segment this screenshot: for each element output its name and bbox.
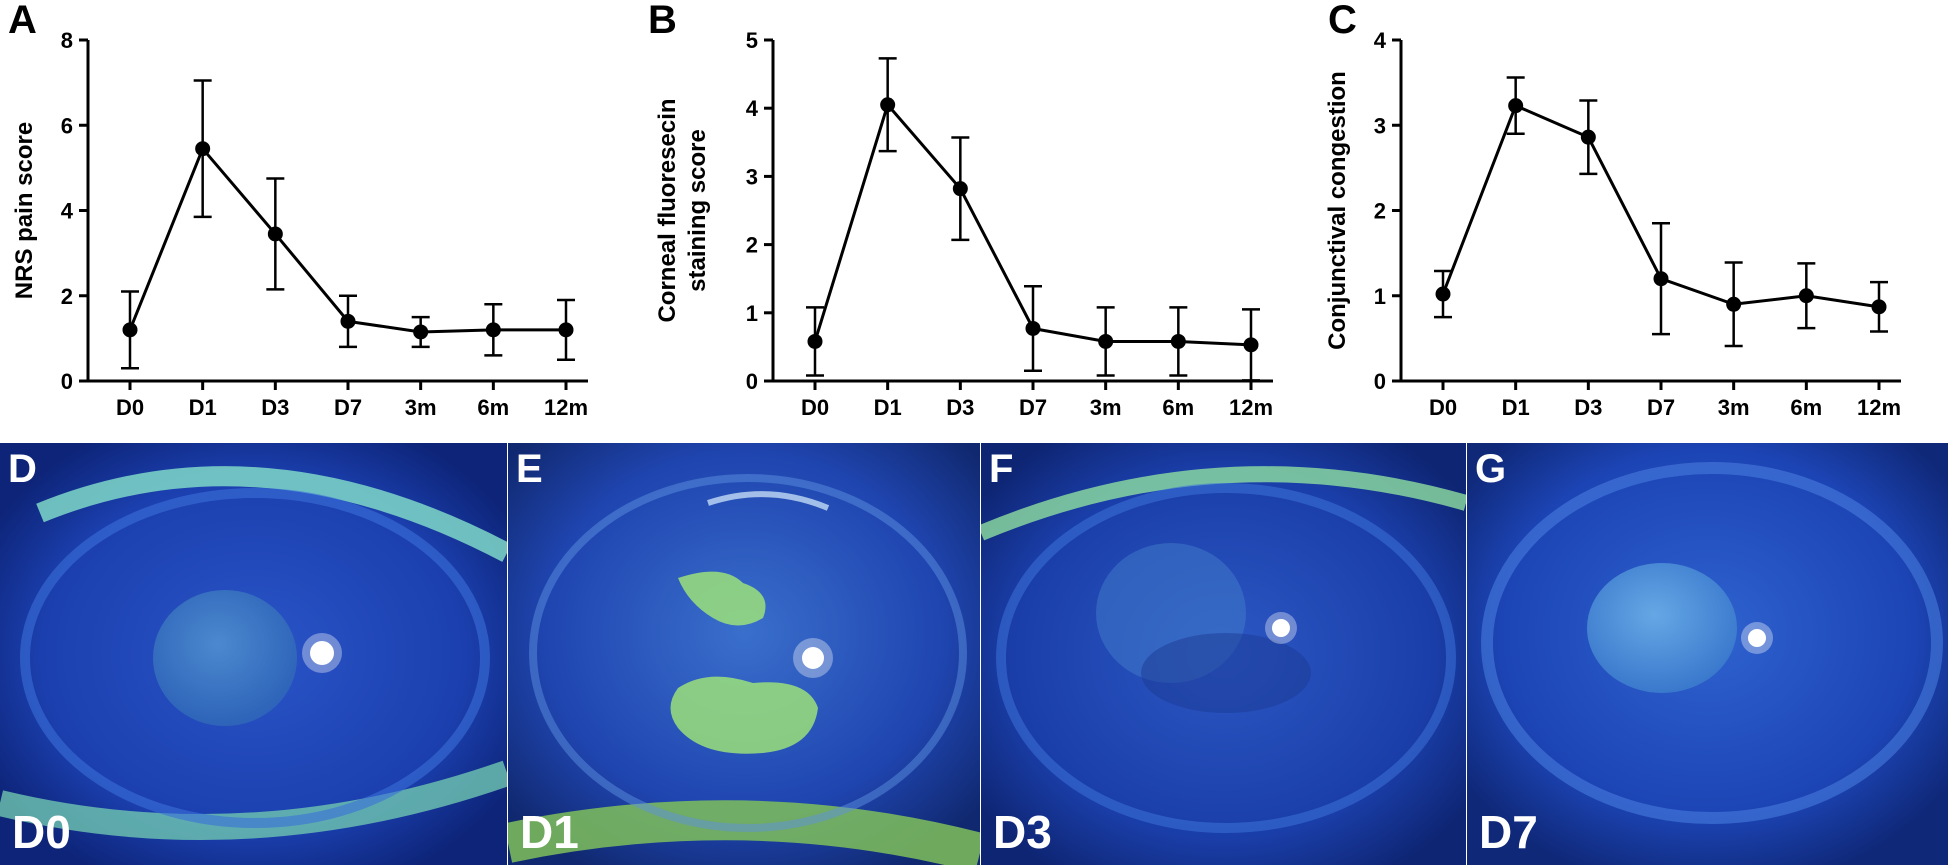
x-tick-label-1-3: D7 [1019, 395, 1047, 420]
data-point-1-6 [1243, 337, 1259, 353]
eye-photo-f-image [981, 443, 1466, 865]
data-point-2-5 [1798, 288, 1814, 304]
data-point-0-3 [340, 313, 356, 329]
y-tick-label-2-2: 2 [1374, 199, 1386, 224]
panel-letter-a: A [8, 0, 37, 42]
y-tick-label-1-2: 2 [746, 233, 758, 258]
data-point-0-6 [558, 322, 574, 338]
chart-panel-a: A 0 2 4 6 8 D0 D1 D3 D7 3m 6m 12m NRS pain score [0, 0, 640, 440]
data-point-2-3 [1653, 271, 1669, 287]
x-tick-label-2-5: 6m [1790, 395, 1822, 420]
data-point-0-5 [485, 322, 501, 338]
x-tick-label-1-2: D3 [946, 395, 974, 420]
data-point-1-3 [1025, 320, 1041, 336]
y-tick-label-0-3: 6 [61, 113, 73, 138]
panel-letter-c: C [1328, 0, 1357, 42]
x-tick-label-0-6: 12m [544, 395, 588, 420]
y-tick-label-0-4: 8 [61, 28, 73, 53]
chart-c-svg: 0 1 2 3 4 D0 D1 D3 D7 3m 6m 12m Conjunctival congest… [1324, 28, 1901, 420]
photo-letter-d: D [8, 447, 37, 491]
x-tick-label-0-0: D0 [116, 395, 144, 420]
x-tick-label-2-2: D3 [1574, 395, 1602, 420]
data-point-1-1 [880, 97, 896, 113]
y-tick-label-1-3: 3 [746, 164, 758, 189]
data-point-1-0 [807, 333, 823, 349]
y-tick-label-2-4: 4 [1374, 28, 1387, 53]
data-point-1-4 [1098, 333, 1114, 349]
x-tick-label-0-2: D3 [261, 395, 289, 420]
photo-letter-g: G [1475, 447, 1507, 491]
y-tick-label-0-1: 2 [61, 284, 73, 309]
eye-photo-f: F D3 [981, 443, 1466, 865]
chart-panel-b: B 0 1 2 3 4 5 D0 D1 D3 D7 3m 6m 12m Corneal fluoresec… [640, 0, 1320, 440]
x-tick-label-2-1: D1 [1502, 395, 1530, 420]
y-axis-title-1: Corneal fluoresecin staining score [654, 98, 711, 322]
panel-letter-b: B [648, 0, 677, 42]
eye-photo-e-image [508, 443, 980, 865]
photo-letter-f: F [989, 447, 1014, 491]
y-tick-label-0-2: 4 [61, 199, 74, 224]
data-point-2-2 [1580, 129, 1596, 145]
chart-panel-c: C 0 1 2 3 4 D0 D1 D3 D7 3m 6m 12m Conjunctival conge… [1320, 0, 1948, 440]
x-tick-label-0-3: D7 [334, 395, 362, 420]
y-tick-label-1-0: 0 [746, 369, 758, 394]
data-point-0-1 [195, 141, 211, 157]
data-point-2-1 [1508, 98, 1524, 114]
y-tick-label-1-4: 4 [746, 96, 759, 121]
x-tick-label-2-3: D7 [1647, 395, 1675, 420]
photo-day-d: D0 [12, 806, 71, 858]
photo-day-g: D7 [1479, 806, 1538, 858]
data-point-1-2 [952, 181, 968, 197]
y-axis-title-line-1-0: Corneal fluoresecin [654, 98, 681, 322]
x-tick-label-1-4: 3m [1090, 395, 1122, 420]
x-tick-label-1-1: D1 [874, 395, 902, 420]
x-tick-label-2-4: 3m [1718, 395, 1750, 420]
data-point-1-5 [1170, 333, 1186, 349]
chart-a-svg: 0 2 4 6 8 D0 D1 D3 D7 3m 6m 12m NRS pain score [11, 28, 588, 420]
x-tick-label-1-6: 12m [1229, 395, 1273, 420]
eye-photo-g-image [1467, 443, 1948, 865]
photo-day-e: D1 [520, 806, 579, 858]
y-tick-label-1-5: 5 [746, 28, 758, 53]
eye-photo-row: D D0 E D1 [0, 443, 1948, 865]
eye-photo-d: D D0 [0, 443, 507, 865]
data-point-0-4 [413, 324, 429, 340]
x-tick-label-1-0: D0 [801, 395, 829, 420]
y-tick-label-2-3: 3 [1374, 113, 1386, 138]
data-point-0-2 [267, 226, 283, 242]
data-point-2-6 [1871, 299, 1887, 315]
y-axis-title-line-1-1: staining score [684, 129, 711, 292]
y-axis-title-0: NRS pain score [11, 122, 38, 299]
data-point-2-0 [1435, 286, 1451, 302]
y-tick-label-2-1: 1 [1374, 284, 1386, 309]
x-tick-label-2-6: 12m [1857, 395, 1901, 420]
data-point-0-0 [122, 322, 138, 338]
x-tick-label-0-4: 3m [405, 395, 437, 420]
x-tick-label-0-5: 6m [477, 395, 509, 420]
x-tick-label-0-1: D1 [189, 395, 217, 420]
y-tick-label-1-1: 1 [746, 301, 758, 326]
y-tick-label-0-0: 0 [61, 369, 73, 394]
y-tick-label-2-0: 0 [1374, 369, 1386, 394]
eye-photo-g: G D7 [1467, 443, 1948, 865]
x-tick-label-2-0: D0 [1429, 395, 1457, 420]
eye-photo-d-image [0, 443, 507, 865]
x-tick-label-1-5: 6m [1162, 395, 1194, 420]
y-axis-title-2: Conjunctival congestion [1324, 71, 1351, 350]
photo-day-f: D3 [993, 806, 1052, 858]
chart-b-svg: 0 1 2 3 4 5 D0 D1 D3 D7 3m 6m 12m Corneal fluoresecin… [654, 28, 1273, 420]
data-point-2-4 [1726, 296, 1742, 312]
photo-letter-e: E [516, 447, 543, 491]
eye-photo-e: E D1 [508, 443, 980, 865]
